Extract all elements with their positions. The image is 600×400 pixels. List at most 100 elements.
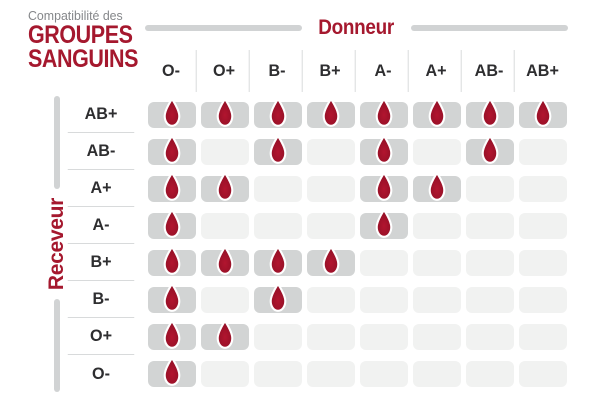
cell-B--from-A- [357,281,410,318]
donor-header-B+: B+ [305,50,356,92]
compatible-cell [147,282,196,313]
blood-drop-icon [375,97,392,127]
cell-B--from-B- [251,281,304,318]
blood-drop-icon [163,245,180,275]
cell-B--from-AB+ [516,281,569,318]
cell-O--from-AB- [463,355,516,392]
cell-A--from-B- [251,207,304,244]
compatible-cell [359,208,408,239]
cell-O--from-A- [357,355,410,392]
incompatible-cell [200,138,249,165]
cell-A+-from-AB+ [516,170,569,207]
cell-O+-from-O+ [198,318,251,355]
donor-header-AB-: AB- [464,50,515,92]
receiver-label-AB+: AB+ [67,96,135,133]
cell-O+-from-O- [145,318,198,355]
cell-AB+-from-B- [251,96,304,133]
cell-AB+-from-O- [145,96,198,133]
incompatible-cell [518,138,567,165]
receiver-label-A-: A- [67,207,135,244]
cell-AB--from-AB+ [516,133,569,170]
cell-A--from-A- [357,207,410,244]
compatible-cell [359,97,408,128]
cell-B+-from-B- [251,244,304,281]
incompatible-cell [518,286,567,313]
incompatible-cell [359,286,408,313]
incompatible-cell [200,212,249,239]
blood-drop-icon [428,97,445,127]
compatible-cell [253,134,302,165]
incompatible-cell [412,286,461,313]
blood-drop-icon [534,97,551,127]
compatible-cell [147,319,196,350]
cell-B+-from-AB- [463,244,516,281]
incompatible-cell [200,360,249,387]
blood-drop-icon [269,282,286,312]
cell-B--from-A+ [410,281,463,318]
compatible-cell [200,319,249,350]
cell-O+-from-A- [357,318,410,355]
blood-drop-icon [481,97,498,127]
compatibility-grid [145,96,569,392]
compatible-cell [147,134,196,165]
incompatible-cell [412,212,461,239]
blood-drop-icon [216,97,233,127]
cell-AB+-from-O+ [198,96,251,133]
cell-AB+-from-A+ [410,96,463,133]
incompatible-cell [306,212,355,239]
donor-header-AB+: AB+ [526,61,559,80]
cell-A+-from-B- [251,170,304,207]
cell-AB--from-B+ [304,133,357,170]
blood-drop-icon [481,134,498,164]
incompatible-cell [518,360,567,387]
blood-drop-icon [269,134,286,164]
donor-header-B-: B- [252,50,303,92]
compatible-cell [253,97,302,128]
donor-divider-line-left [145,25,303,31]
cell-AB+-from-AB+ [516,96,569,133]
blood-drop-icon [322,97,339,127]
blood-drop-icon [322,245,339,275]
cell-B+-from-O+ [198,244,251,281]
blood-drop-icon [216,319,233,349]
cell-B--from-AB- [463,281,516,318]
incompatible-cell [253,175,302,202]
cell-O--from-A+ [410,355,463,392]
incompatible-cell [518,212,567,239]
donor-divider-line-right [410,25,569,31]
donor-axis-header: Donneur [145,16,569,40]
compatible-cell [306,97,355,128]
incompatible-cell [306,175,355,202]
donor-axis-label: Donneur [318,16,395,39]
incompatible-cell [465,360,514,387]
compatible-cell [465,97,514,128]
donor-header-A+: A+ [411,50,462,92]
blood-drop-icon [163,356,180,386]
incompatible-cell [518,249,567,276]
incompatible-cell [465,286,514,313]
blood-drop-icon [269,97,286,127]
chart-subtitle: Compatibilité des [28,8,123,23]
incompatible-cell [359,323,408,350]
blood-drop-icon [216,245,233,275]
cell-B+-from-AB+ [516,244,569,281]
cell-O+-from-B- [251,318,304,355]
compatible-cell [253,245,302,276]
cell-A+-from-A+ [410,170,463,207]
incompatible-cell [359,249,408,276]
cell-O+-from-B+ [304,318,357,355]
cell-AB--from-O+ [198,133,251,170]
blood-drop-icon [375,171,392,201]
compatible-cell [147,208,196,239]
blood-drop-icon [428,171,445,201]
cell-A+-from-B+ [304,170,357,207]
cell-A--from-O- [145,207,198,244]
receiver-divider-line-bottom [54,299,60,393]
cell-A+-from-O- [145,170,198,207]
incompatible-cell [518,175,567,202]
incompatible-cell [518,323,567,350]
compatible-cell [359,134,408,165]
cell-AB--from-A- [357,133,410,170]
cell-AB--from-O- [145,133,198,170]
